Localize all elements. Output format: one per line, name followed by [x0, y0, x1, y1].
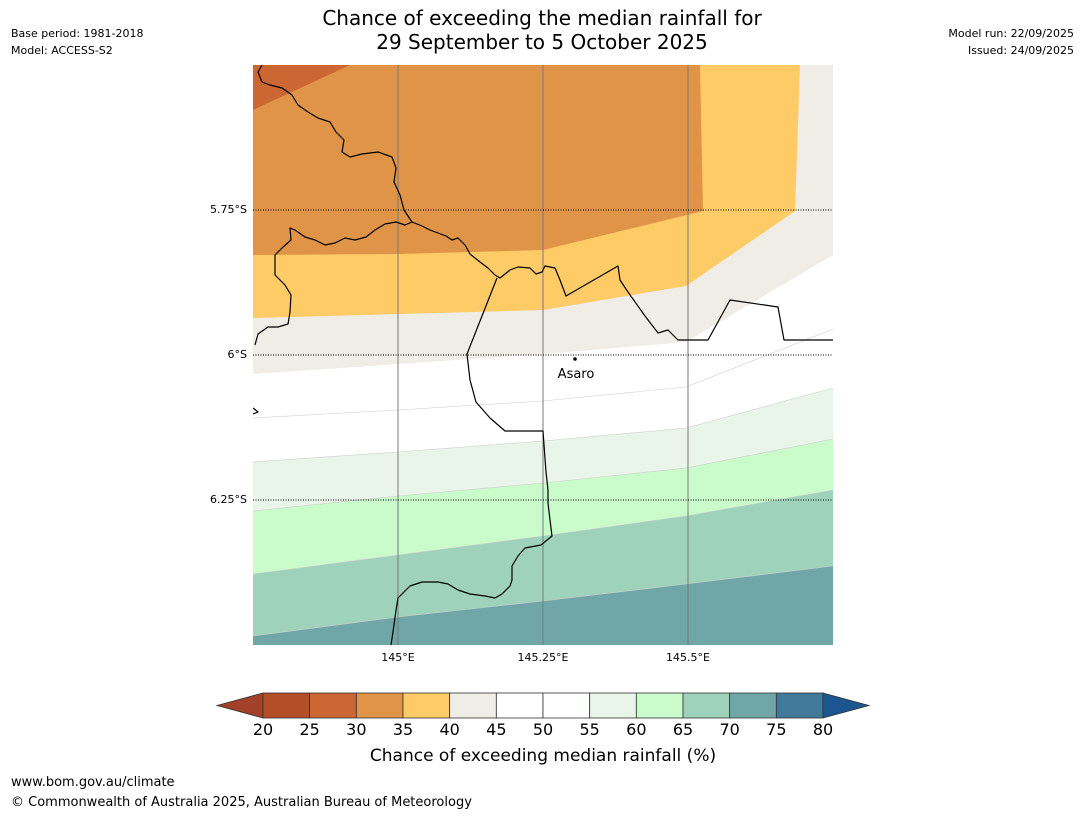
map-title: Chance of exceeding the median rainfall …: [242, 6, 842, 54]
legend-cells: [262, 692, 824, 719]
lon-label-145-5e: 145.5°E: [666, 651, 710, 664]
map-area: Asaro: [253, 65, 833, 645]
legend-tick-35: 35: [393, 720, 413, 739]
color-legend: 20 25 30 35 40 45 50 55 60 65 70 75 80 Chance of exc…: [215, 692, 871, 766]
legend-cell-60-65: [635, 692, 684, 719]
legend-cell-45-50: [495, 692, 544, 719]
legend-tick-55: 55: [579, 720, 599, 739]
legend-cell-20-25: [262, 692, 311, 719]
legend-cell-75-80: [775, 692, 824, 719]
title-line-1: Chance of exceeding the median rainfall …: [322, 6, 762, 30]
legend-cell-35-40: [402, 692, 451, 719]
legend-cell-30-35: [355, 692, 404, 719]
place-label-asaro: Asaro: [558, 367, 595, 382]
header-left: Base period: 1981-2018 Model: ACCESS-S2: [11, 25, 143, 59]
boundary-fragment: [253, 407, 259, 415]
legend-tick-30: 30: [346, 720, 366, 739]
boundary-north: [254, 65, 413, 346]
legend-cell-40-45: [449, 692, 497, 719]
footer-copyright: © Commonwealth of Australia 2025, Austra…: [11, 795, 472, 810]
model-run-text: Model run: 22/09/2025: [948, 27, 1074, 40]
lat-label-6s: 6°S: [228, 348, 247, 361]
legend-tick-45: 45: [486, 720, 506, 739]
header-right: Model run: 22/09/2025 Issued: 24/09/2025: [948, 25, 1074, 59]
lon-label-145-25e: 145.25°E: [518, 651, 569, 664]
legend-tick-labels: 20 25 30 35 40 45 50 55 60 65 70 75 80: [253, 720, 833, 739]
legend-cell-70-75: [729, 692, 777, 719]
band-30-35: [253, 65, 703, 255]
parallel-lines: [253, 209, 833, 501]
legend-extend-high: [822, 692, 871, 719]
legend-extend-low: [215, 692, 264, 719]
legend-tick-50: 50: [533, 720, 553, 739]
boundary-lines: [253, 65, 833, 645]
title-line-2: 29 September to 5 October 2025: [376, 30, 708, 54]
legend-tick-80: 80: [813, 720, 833, 739]
legend-label: Chance of exceeding median rainfall (%): [370, 746, 716, 766]
model-text: Model: ACCESS-S2: [11, 44, 113, 57]
legend-tick-60: 60: [626, 720, 646, 739]
legend-cell-65-70: [682, 692, 731, 719]
legend-cell-25-30: [309, 692, 357, 719]
footer-url: www.bom.gov.au/climate: [11, 775, 175, 790]
lat-label-6-25s: 6.25°S: [210, 493, 247, 506]
lon-tick-labels: 145°E 145.25°E 145.5°E: [381, 651, 710, 664]
legend-tick-25: 25: [299, 720, 319, 739]
lat-tick-labels: 5.75°S 6°S 6.25°S: [210, 203, 247, 506]
issued-text: Issued: 24/09/2025: [967, 44, 1074, 57]
asaro-location-dot: [573, 357, 577, 361]
legend-tick-75: 75: [766, 720, 786, 739]
boundary-central: [411, 221, 833, 341]
lon-label-145e: 145°E: [381, 651, 414, 664]
boundary-south: [390, 277, 553, 645]
legend-tick-70: 70: [719, 720, 739, 739]
legend-tick-65: 65: [673, 720, 693, 739]
legend-tick-20: 20: [253, 720, 273, 739]
base-period-text: Base period: 1981-2018: [11, 27, 144, 40]
legend-cell-55-60: [589, 692, 637, 719]
legend-tick-40: 40: [439, 720, 459, 739]
lat-label-5-75s: 5.75°S: [210, 203, 247, 216]
legend-cell-50-55: [542, 692, 591, 719]
band-25-30: [253, 65, 350, 110]
